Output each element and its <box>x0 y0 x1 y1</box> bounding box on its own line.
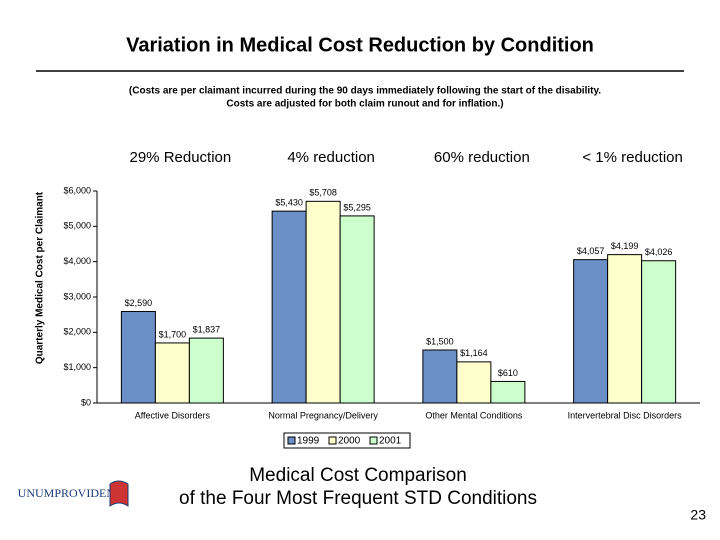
value-label: $4,199 <box>611 241 639 251</box>
value-label: $1,500 <box>426 336 454 346</box>
value-label: $5,708 <box>309 188 337 198</box>
bar <box>422 349 458 404</box>
y-tick-label: $4,000 <box>63 256 91 266</box>
value-label: $1,164 <box>460 348 488 358</box>
bar <box>339 215 375 404</box>
legend-swatch <box>287 436 296 445</box>
x-tick-label: Intervertebral Disc Disorders <box>568 410 683 420</box>
y-tick-label: $6,000 <box>63 185 91 195</box>
y-axis-label: Quarterly Medical Cost per Claimant <box>35 191 46 364</box>
legend-label: 2001 <box>379 436 402 447</box>
logo-box <box>12 497 130 513</box>
value-label: $5,295 <box>343 202 371 212</box>
value-label: $4,026 <box>645 247 673 257</box>
bar <box>120 310 156 404</box>
logo: UNUMPROVIDENT <box>18 486 123 500</box>
y-tick-label: $3,000 <box>63 291 91 301</box>
footer: of the Four Most Frequent STD Conditions <box>179 488 537 509</box>
legend-box <box>283 432 411 449</box>
legend-label: 1999 <box>297 436 320 447</box>
annotation: < 1% reduction <box>582 149 682 166</box>
bar <box>154 342 190 404</box>
value-label: $5,430 <box>275 198 303 208</box>
logo-flag <box>109 480 129 507</box>
x-tick-label: Normal Pregnancy/Delivery <box>268 410 378 420</box>
x-tick-label: Other Mental Conditions <box>425 410 523 420</box>
page-number: 23 <box>690 507 706 523</box>
annotation: 4% reduction <box>287 149 375 166</box>
bar <box>641 260 677 404</box>
legend-swatch <box>328 436 337 445</box>
bar <box>188 337 224 404</box>
bar <box>456 361 492 404</box>
value-label: $1,700 <box>159 329 187 339</box>
y-tick-label: $1,000 <box>63 362 91 372</box>
y-tick-label: $5,000 <box>63 221 91 231</box>
subtitle: (Costs are per claimant incurred during … <box>129 86 601 97</box>
bar <box>573 259 609 404</box>
annotation: 60% reduction <box>434 149 530 166</box>
footer: Medical Cost Comparison <box>249 465 467 486</box>
value-label: $1,837 <box>193 324 221 334</box>
bar <box>305 200 341 404</box>
value-label: $2,590 <box>125 298 153 308</box>
y-tick-label: $2,000 <box>63 327 91 337</box>
x-tick-label: Affective Disorders <box>135 410 211 420</box>
bar <box>490 380 526 404</box>
y-tick-label: $0 <box>81 397 91 407</box>
annotation: 29% Reduction <box>130 149 232 166</box>
bar <box>607 254 643 404</box>
legend-label: 2000 <box>338 436 361 447</box>
slide-title: Variation in Medical Cost Reduction by C… <box>126 34 594 56</box>
bar <box>271 210 307 404</box>
value-label: $610 <box>498 368 518 378</box>
legend-swatch <box>369 436 378 445</box>
subtitle: Costs are adjusted for both claim runout… <box>226 99 503 110</box>
value-label: $4,057 <box>577 246 605 256</box>
